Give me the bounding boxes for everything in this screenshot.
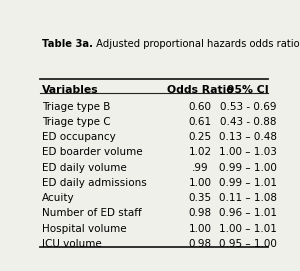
Text: ED daily admissions: ED daily admissions xyxy=(42,178,147,188)
Text: Odds Ratio: Odds Ratio xyxy=(167,85,234,95)
Text: 0.95 – 1.00: 0.95 – 1.00 xyxy=(219,239,277,249)
Text: 0.60: 0.60 xyxy=(189,102,212,112)
Text: Triage type C: Triage type C xyxy=(42,117,111,127)
Text: 1.00 – 1.03: 1.00 – 1.03 xyxy=(219,147,277,157)
Text: 0.35: 0.35 xyxy=(189,193,212,203)
Text: 0.96 – 1.01: 0.96 – 1.01 xyxy=(219,208,277,218)
Text: 1.00: 1.00 xyxy=(189,178,212,188)
Text: ICU volume: ICU volume xyxy=(42,239,102,249)
Text: Acuity: Acuity xyxy=(42,193,75,203)
Text: 0.25: 0.25 xyxy=(189,132,212,142)
Text: 0.13 – 0.48: 0.13 – 0.48 xyxy=(219,132,277,142)
Text: Adjusted proportional hazards odds ratio for variables affecting “door-to-doctor: Adjusted proportional hazards odds ratio… xyxy=(93,39,300,49)
Text: 0.98: 0.98 xyxy=(189,208,212,218)
Text: ED daily volume: ED daily volume xyxy=(42,163,127,173)
Text: 1.00: 1.00 xyxy=(189,224,212,234)
Text: Hospital volume: Hospital volume xyxy=(42,224,127,234)
Text: Table 3a.: Table 3a. xyxy=(42,39,93,49)
Text: ED occupancy: ED occupancy xyxy=(42,132,116,142)
Text: Variables: Variables xyxy=(42,85,99,95)
Text: 0.43 - 0.88: 0.43 - 0.88 xyxy=(220,117,276,127)
Text: 0.99 – 1.00: 0.99 – 1.00 xyxy=(219,163,277,173)
Text: 1.02: 1.02 xyxy=(189,147,212,157)
Text: Number of ED staff: Number of ED staff xyxy=(42,208,142,218)
Text: 0.98: 0.98 xyxy=(189,239,212,249)
Text: 0.53 - 0.69: 0.53 - 0.69 xyxy=(220,102,276,112)
Text: 95% CI: 95% CI xyxy=(227,85,269,95)
Text: .99: .99 xyxy=(192,163,208,173)
Text: ED boarder volume: ED boarder volume xyxy=(42,147,143,157)
Text: Triage type B: Triage type B xyxy=(42,102,110,112)
Text: 1.00 – 1.01: 1.00 – 1.01 xyxy=(219,224,277,234)
Text: 0.99 – 1.01: 0.99 – 1.01 xyxy=(219,178,277,188)
Text: 0.61: 0.61 xyxy=(189,117,212,127)
Text: 0.11 – 1.08: 0.11 – 1.08 xyxy=(219,193,277,203)
